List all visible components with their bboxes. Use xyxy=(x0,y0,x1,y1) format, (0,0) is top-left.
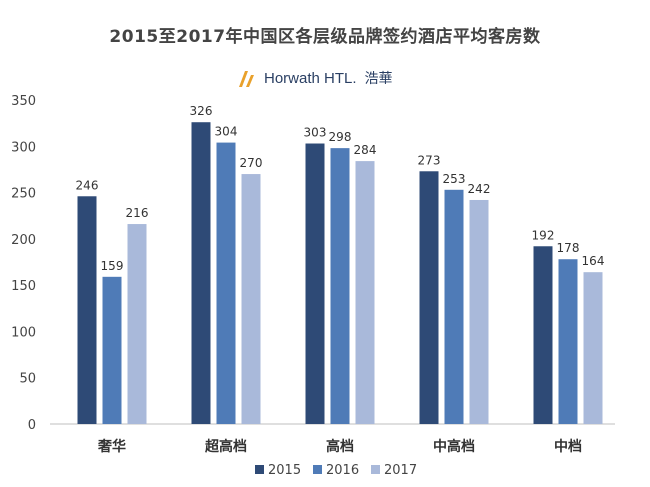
bar xyxy=(534,246,553,424)
bar xyxy=(559,259,578,424)
x-category-label: 奢华 xyxy=(97,438,126,455)
bar xyxy=(192,122,211,424)
bar xyxy=(103,277,122,424)
bar xyxy=(128,224,147,424)
legend-swatch xyxy=(313,465,322,474)
legend-label: 2015 xyxy=(268,463,301,478)
x-category-label: 中高档 xyxy=(433,438,475,455)
data-label: 216 xyxy=(126,206,149,220)
bar xyxy=(445,190,464,424)
bar xyxy=(78,196,97,424)
y-tick-label: 200 xyxy=(11,233,36,248)
x-category-label: 超高档 xyxy=(204,438,247,455)
data-label: 304 xyxy=(215,125,238,139)
data-label: 298 xyxy=(329,130,352,144)
legend-label: 2017 xyxy=(384,463,417,478)
legend-label: 2016 xyxy=(326,463,359,478)
y-tick-label: 350 xyxy=(11,94,36,109)
x-category-label: 高档 xyxy=(326,438,354,455)
data-label: 178 xyxy=(557,241,580,255)
data-label: 164 xyxy=(582,254,605,268)
bar xyxy=(356,161,375,424)
bar xyxy=(242,174,261,424)
y-tick-label: 0 xyxy=(28,418,36,433)
data-label: 246 xyxy=(76,178,99,192)
y-tick-label: 50 xyxy=(19,372,36,387)
data-label: 192 xyxy=(532,228,555,242)
data-label: 242 xyxy=(468,182,491,196)
y-tick-label: 250 xyxy=(11,187,36,202)
data-label: 159 xyxy=(101,259,124,273)
y-tick-label: 150 xyxy=(11,279,36,294)
legend-swatch xyxy=(371,465,380,474)
y-tick-label: 300 xyxy=(11,140,36,155)
data-label: 326 xyxy=(190,104,213,118)
data-label: 253 xyxy=(443,172,466,186)
bar xyxy=(420,171,439,424)
x-category-label: 中档 xyxy=(554,438,582,455)
bar xyxy=(306,144,325,424)
data-label: 284 xyxy=(354,143,377,157)
bar xyxy=(470,200,489,424)
bar xyxy=(584,272,603,424)
y-tick-label: 100 xyxy=(11,325,36,340)
data-label: 270 xyxy=(240,156,263,170)
data-label: 273 xyxy=(418,153,441,167)
bar xyxy=(331,148,350,424)
data-label: 303 xyxy=(304,126,327,140)
legend-swatch xyxy=(255,465,264,474)
bar xyxy=(217,143,236,424)
